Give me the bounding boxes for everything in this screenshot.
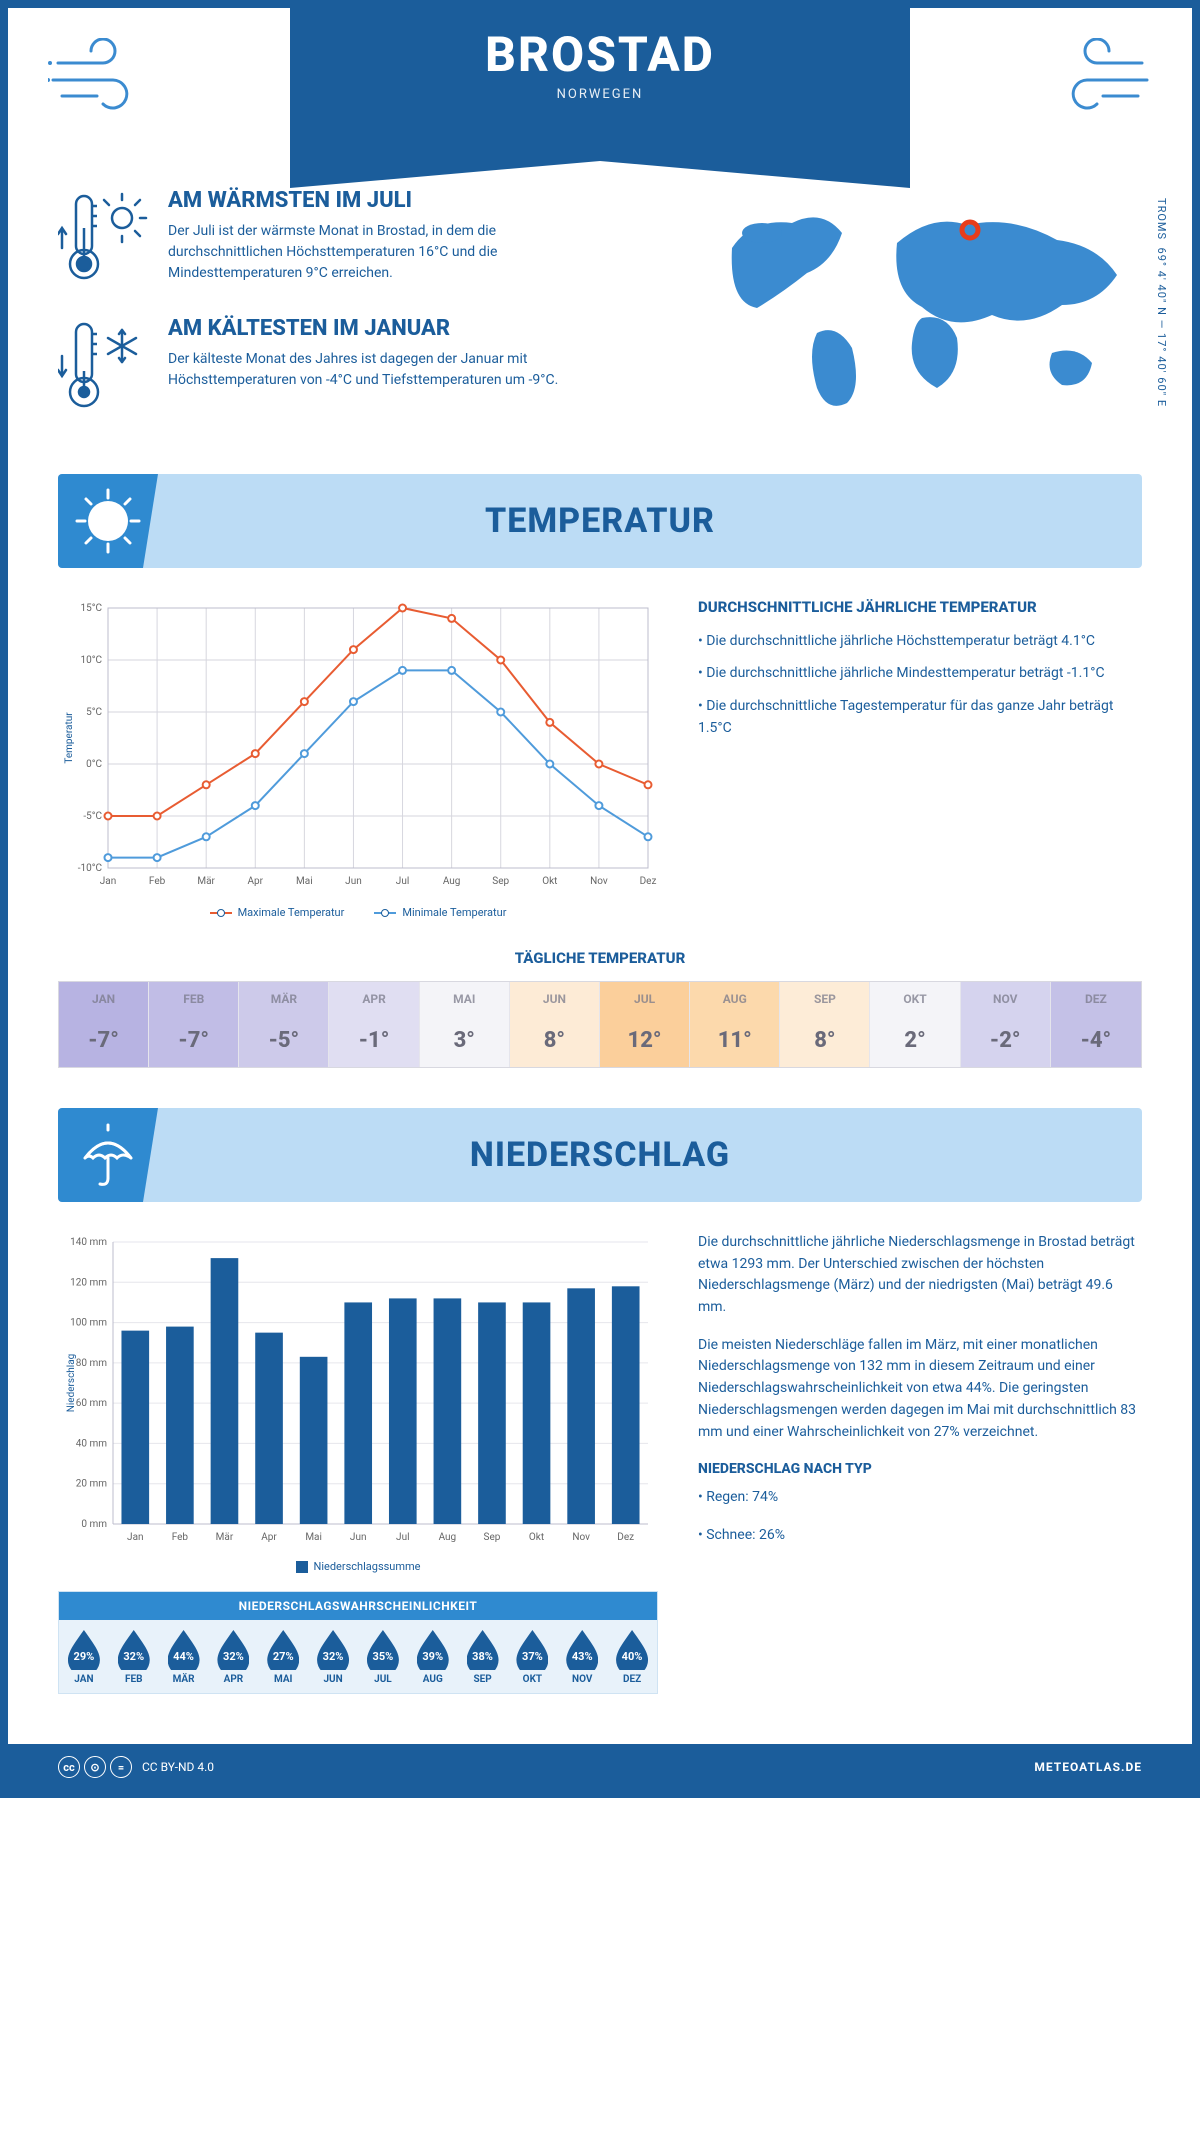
precipitation-legend: Niederschlagssumme [58, 1560, 658, 1573]
svg-text:Aug: Aug [439, 1532, 457, 1543]
thermometer-snow-icon [58, 316, 148, 416]
umbrella-icon [58, 1108, 158, 1202]
daily-temp-title: TÄGLICHE TEMPERATUR [58, 949, 1142, 967]
svg-text:60 mm: 60 mm [76, 1398, 107, 1409]
warmest-text: Der Juli ist der wärmste Monat in Brosta… [168, 221, 568, 284]
daily-cell: NOV -2° [961, 982, 1051, 1067]
svg-text:Mai: Mai [296, 876, 313, 887]
city-title: BROSTAD [290, 26, 910, 83]
svg-text:5°C: 5°C [86, 707, 102, 718]
svg-text:0°C: 0°C [86, 759, 102, 770]
title-ribbon: BROSTAD NORWEGEN [290, 8, 910, 188]
svg-text:140 mm: 140 mm [70, 1237, 107, 1248]
footer: cc⊙= CC BY-ND 4.0 METEOATLAS.DE [8, 1744, 1192, 1790]
daily-cell: APR -1° [329, 982, 419, 1067]
svg-text:-10°C: -10°C [78, 863, 103, 874]
svg-text:Aug: Aug [443, 876, 461, 887]
svg-text:Jun: Jun [350, 1532, 367, 1543]
thermometer-sun-icon [58, 188, 148, 288]
prob-cell: 35% JUL [358, 1620, 408, 1693]
svg-text:Jun: Jun [345, 876, 362, 887]
cc-license-icon: cc⊙= [58, 1756, 132, 1778]
world-map: TROMS 69° 4' 40" N — 17° 40' 60" E [702, 188, 1142, 444]
license-text: CC BY-ND 4.0 [142, 1760, 214, 1774]
site-credit: METEOATLAS.DE [1034, 1760, 1142, 1774]
daily-cell: MAI 3° [420, 982, 510, 1067]
daily-cell: JUL 12° [600, 982, 690, 1067]
svg-text:Dez: Dez [640, 876, 657, 887]
prob-cell: 32% APR [208, 1620, 258, 1693]
svg-text:Nov: Nov [590, 876, 608, 887]
svg-text:Jan: Jan [100, 876, 116, 887]
prob-cell: 32% FEB [109, 1620, 159, 1693]
coldest-fact: AM KÄLTESTEN IM JANUAR Der kälteste Mona… [58, 316, 662, 416]
svg-text:Feb: Feb [172, 1532, 189, 1543]
svg-text:40 mm: 40 mm [76, 1438, 107, 1449]
precipitation-section-header: NIEDERSCHLAG [58, 1108, 1142, 1202]
daily-cell: JUN 8° [510, 982, 600, 1067]
wind-icon [1042, 38, 1152, 118]
daily-temp-table: JAN -7° FEB -7° MÄR -5° APR -1° MAI 3° J… [58, 981, 1142, 1068]
prob-cell: 38% SEP [458, 1620, 508, 1693]
sun-icon [58, 474, 158, 568]
svg-text:15°C: 15°C [81, 603, 103, 614]
svg-text:Okt: Okt [529, 1532, 544, 1543]
svg-text:Apr: Apr [261, 1532, 277, 1543]
prob-cell: 44% MÄR [159, 1620, 209, 1693]
precipitation-heading: NIEDERSCHLAG [158, 1135, 1142, 1175]
temperature-section-header: TEMPERATUR [58, 474, 1142, 568]
svg-text:10°C: 10°C [81, 655, 103, 666]
svg-text:Feb: Feb [149, 876, 166, 887]
daily-cell: FEB -7° [149, 982, 239, 1067]
country-subtitle: NORWEGEN [290, 87, 910, 102]
daily-cell: JAN -7° [59, 982, 149, 1067]
svg-text:Mär: Mär [197, 876, 215, 887]
precipitation-summary: Die durchschnittliche jährliche Niedersc… [698, 1232, 1142, 1694]
svg-text:Dez: Dez [617, 1532, 634, 1543]
svg-text:Mär: Mär [216, 1532, 234, 1543]
svg-text:Sep: Sep [484, 1532, 501, 1543]
temperature-legend: Maximale Temperatur Minimale Temperatur [58, 906, 658, 919]
svg-text:Mai: Mai [305, 1532, 322, 1543]
wind-icon [48, 38, 158, 118]
svg-text:Jan: Jan [127, 1532, 143, 1543]
svg-text:Sep: Sep [492, 876, 509, 887]
svg-text:100 mm: 100 mm [70, 1318, 107, 1329]
prob-cell: 43% NOV [557, 1620, 607, 1693]
prob-cell: 37% OKT [507, 1620, 557, 1693]
svg-text:120 mm: 120 mm [70, 1277, 107, 1288]
temperature-line-chart: -10°C -5°C 0°C 5°C 10°C 15°C Jan Feb Mär Apr Mai Ju… [58, 598, 658, 898]
svg-text:Jul: Jul [396, 876, 409, 887]
coldest-text: Der kälteste Monat des Jahres ist dagege… [168, 349, 568, 391]
prob-cell: 32% JUN [308, 1620, 358, 1693]
precipitation-probability-box: NIEDERSCHLAGSWAHRSCHEINLICHKEIT 29% JAN … [58, 1591, 658, 1694]
daily-cell: DEZ -4° [1051, 982, 1141, 1067]
svg-text:20 mm: 20 mm [76, 1479, 107, 1490]
prob-cell: 39% AUG [408, 1620, 458, 1693]
svg-text:Jul: Jul [396, 1532, 409, 1543]
svg-text:Apr: Apr [248, 876, 264, 887]
warmest-fact: AM WÄRMSTEN IM JULI Der Juli ist der wär… [58, 188, 662, 288]
svg-text:80 mm: 80 mm [76, 1358, 107, 1369]
prob-cell: 40% DEZ [607, 1620, 657, 1693]
temperature-heading: TEMPERATUR [158, 501, 1142, 541]
warmest-title: AM WÄRMSTEN IM JULI [168, 188, 568, 213]
svg-text:Okt: Okt [542, 876, 557, 887]
precipitation-bar-chart: 0 mm 20 mm 40 mm 60 mm 80 mm 100 mm 120 mm 140 … [58, 1232, 658, 1552]
svg-text:0 mm: 0 mm [81, 1519, 107, 1530]
prob-cell: 27% MAI [258, 1620, 308, 1693]
prob-cell: 29% JAN [59, 1620, 109, 1693]
coldest-title: AM KÄLTESTEN IM JANUAR [168, 316, 568, 341]
daily-cell: OKT 2° [870, 982, 960, 1067]
svg-text:Nov: Nov [572, 1532, 590, 1543]
daily-cell: AUG 11° [690, 982, 780, 1067]
svg-text:Temperatur: Temperatur [64, 712, 75, 764]
svg-text:Niederschlag: Niederschlag [66, 1354, 77, 1413]
daily-cell: MÄR -5° [239, 982, 329, 1067]
svg-text:-5°C: -5°C [83, 811, 102, 822]
coordinates: TROMS 69° 4' 40" N — 17° 40' 60" E [1155, 198, 1168, 407]
daily-cell: SEP 8° [780, 982, 870, 1067]
temperature-summary: DURCHSCHNITTLICHE JÄHRLICHE TEMPERATUR •… [698, 598, 1142, 919]
